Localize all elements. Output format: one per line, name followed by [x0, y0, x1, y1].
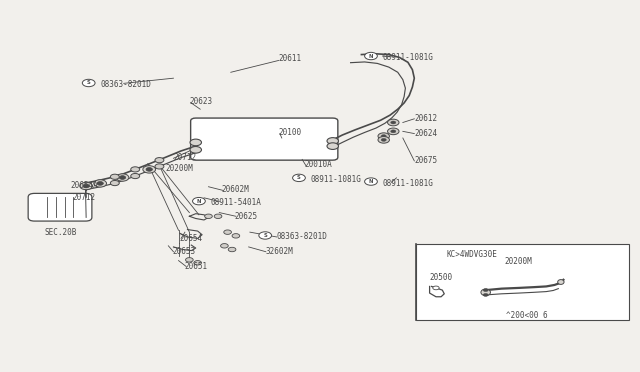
Text: 32602M: 32602M [266, 247, 294, 256]
Circle shape [194, 260, 202, 265]
Text: 20602M: 20602M [221, 185, 249, 194]
Circle shape [131, 173, 140, 179]
Circle shape [205, 214, 212, 218]
Circle shape [110, 174, 119, 179]
Circle shape [119, 176, 125, 179]
Circle shape [327, 138, 339, 144]
Circle shape [365, 178, 378, 185]
Text: 20612: 20612 [414, 114, 437, 123]
Ellipse shape [143, 166, 156, 173]
Circle shape [228, 247, 236, 252]
Circle shape [193, 198, 205, 205]
Ellipse shape [116, 174, 129, 181]
Text: S: S [297, 175, 301, 180]
Text: 20100: 20100 [278, 128, 301, 137]
Circle shape [190, 147, 202, 153]
Ellipse shape [481, 289, 490, 296]
Text: 20712: 20712 [173, 153, 196, 162]
Text: 08911-1081G: 08911-1081G [383, 179, 433, 187]
Circle shape [327, 143, 339, 150]
Text: 20654: 20654 [180, 234, 203, 243]
Circle shape [433, 286, 439, 290]
Circle shape [391, 121, 396, 124]
Ellipse shape [94, 180, 106, 187]
Ellipse shape [557, 280, 564, 285]
Text: 20500: 20500 [429, 273, 452, 282]
Text: 20623: 20623 [189, 97, 212, 106]
FancyBboxPatch shape [28, 193, 92, 221]
Circle shape [83, 79, 95, 87]
Text: N: N [196, 199, 201, 203]
Text: N: N [369, 179, 373, 184]
Text: 08363-8201D: 08363-8201D [100, 80, 151, 89]
Circle shape [381, 135, 387, 138]
Circle shape [232, 234, 240, 238]
Circle shape [83, 184, 90, 188]
Circle shape [259, 232, 271, 239]
Text: 20651: 20651 [185, 262, 208, 271]
Text: KC>4WDVG30E: KC>4WDVG30E [446, 250, 497, 259]
Circle shape [378, 137, 390, 143]
Circle shape [292, 174, 305, 182]
Text: 08911-1081G: 08911-1081G [310, 175, 362, 184]
Circle shape [483, 294, 488, 296]
Text: 20624: 20624 [414, 129, 437, 138]
Circle shape [155, 158, 164, 163]
Circle shape [131, 167, 140, 172]
Circle shape [97, 182, 103, 185]
Text: 08911-5401A: 08911-5401A [211, 198, 261, 207]
Text: SEC.20B: SEC.20B [45, 228, 77, 237]
Text: 20611: 20611 [278, 54, 301, 63]
Circle shape [388, 128, 399, 135]
Text: N: N [369, 54, 373, 58]
Text: 20200M: 20200M [505, 257, 532, 266]
Text: 20653: 20653 [172, 247, 195, 256]
Text: S: S [263, 233, 267, 238]
Text: ^200<00 6: ^200<00 6 [506, 311, 548, 320]
Circle shape [224, 230, 232, 234]
Circle shape [483, 289, 488, 292]
Circle shape [381, 138, 387, 141]
Circle shape [365, 52, 378, 60]
Text: 20625: 20625 [234, 212, 257, 221]
Circle shape [155, 164, 164, 169]
Circle shape [214, 214, 222, 218]
FancyBboxPatch shape [191, 118, 338, 160]
Text: S: S [87, 80, 91, 86]
Circle shape [146, 167, 152, 171]
Text: 20712: 20712 [73, 193, 96, 202]
Circle shape [221, 244, 228, 248]
Ellipse shape [80, 182, 93, 190]
Text: 20675: 20675 [414, 156, 437, 166]
Text: 20654A: 20654A [70, 181, 98, 190]
Circle shape [388, 119, 399, 126]
Text: 08363-8201D: 08363-8201D [276, 232, 328, 241]
Bar [415, 244, 629, 320]
Circle shape [186, 258, 193, 262]
Text: 20010A: 20010A [304, 160, 332, 169]
Circle shape [190, 139, 202, 146]
Text: 20200M: 20200M [166, 164, 193, 173]
Circle shape [378, 133, 390, 140]
Circle shape [391, 130, 396, 133]
Text: 08911-1081G: 08911-1081G [383, 53, 433, 62]
Circle shape [110, 180, 119, 186]
